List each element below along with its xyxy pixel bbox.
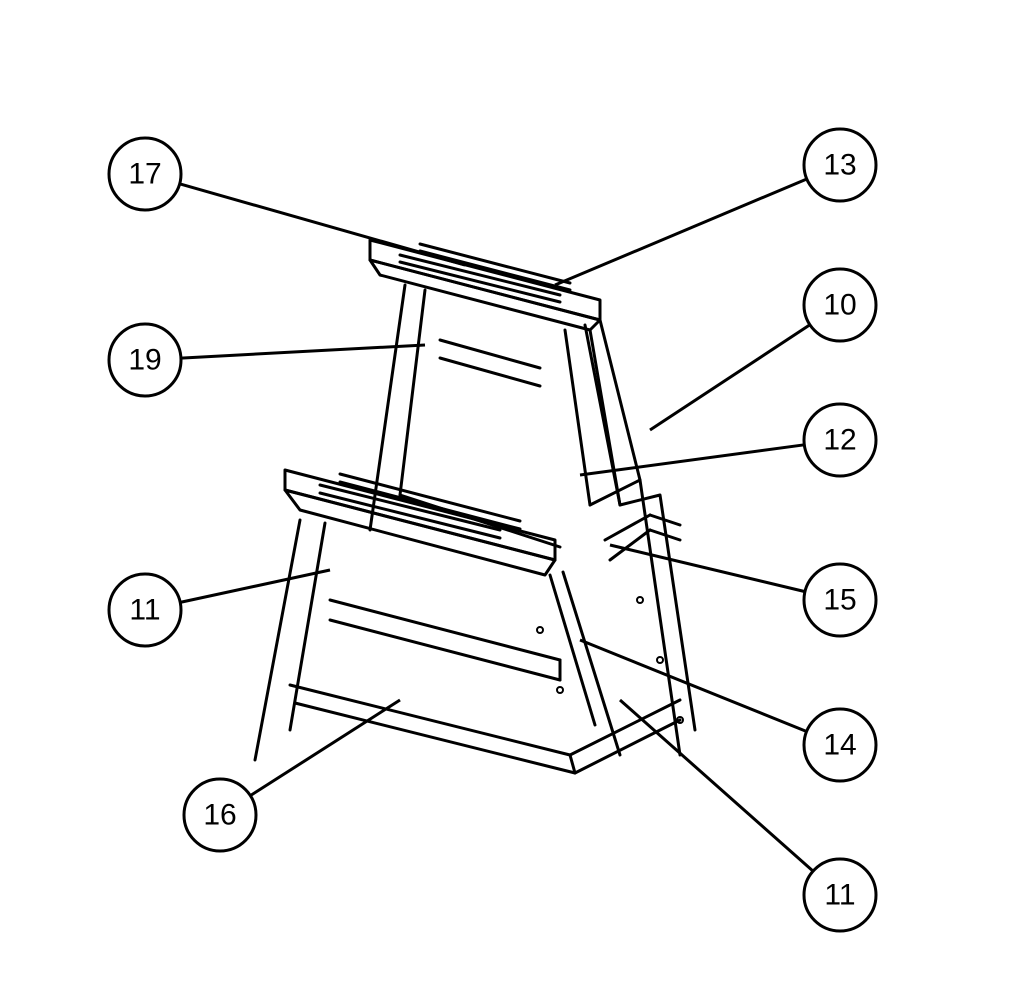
leader-line: [650, 325, 810, 430]
callout-label: 14: [823, 729, 856, 762]
step-stool-drawing: [255, 240, 695, 773]
callout-group: 17 19 11 16 13 10 12 15 14 11: [109, 129, 876, 931]
assembly-diagram: 17 19 11 16 13 10 12 15 14 11: [0, 0, 1024, 1004]
leader-line: [181, 345, 425, 358]
leader-line: [555, 179, 807, 285]
leader-line: [610, 545, 805, 592]
callout-label: 13: [823, 149, 856, 182]
callout-label: 19: [128, 344, 161, 377]
callout-label: 15: [823, 584, 856, 617]
leader-line: [250, 700, 400, 796]
callout-label: 10: [823, 289, 856, 322]
callout-label: 16: [203, 799, 236, 832]
leader-line: [180, 184, 465, 265]
callout-label: 12: [823, 424, 856, 457]
leader-line: [620, 700, 813, 871]
callout-label: 11: [824, 879, 855, 912]
leader-line: [180, 570, 330, 602]
callout-label: 11: [129, 594, 160, 627]
callout-label: 17: [128, 158, 161, 191]
